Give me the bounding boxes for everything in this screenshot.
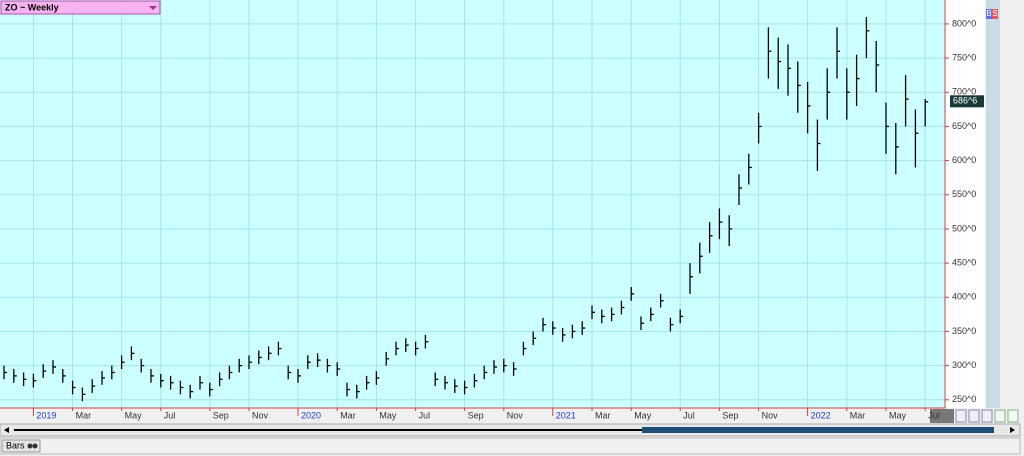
scroll-right[interactable] bbox=[1010, 427, 1015, 433]
tool-button[interactable] bbox=[968, 409, 980, 423]
x-tick-label: 2022 bbox=[811, 410, 831, 420]
axis-bg bbox=[945, 0, 985, 408]
x-tick-label: Mar bbox=[595, 410, 611, 420]
x-tick-label: Jul bbox=[928, 410, 940, 420]
buy-button[interactable] bbox=[986, 9, 992, 19]
tool-button[interactable] bbox=[981, 409, 993, 423]
last-price-box bbox=[950, 95, 984, 108]
scroll-end bbox=[930, 409, 954, 423]
y-tick-label: 450^0 bbox=[952, 257, 976, 267]
footer-bar bbox=[0, 437, 1021, 455]
x-tick-label: 2020 bbox=[301, 410, 321, 420]
scroll-left[interactable] bbox=[4, 427, 9, 433]
y-tick-label: 350^0 bbox=[952, 326, 976, 336]
y-tick-label: 600^0 bbox=[952, 155, 976, 165]
tab-icon bbox=[27, 443, 33, 449]
tool-button[interactable] bbox=[994, 409, 1006, 423]
tab-icon bbox=[32, 443, 38, 449]
tool-button[interactable] bbox=[955, 409, 967, 423]
y-tick-label: 550^0 bbox=[952, 189, 976, 199]
dropdown-arrow bbox=[149, 6, 157, 10]
x-tick-label: Nov bbox=[762, 410, 779, 420]
y-tick-label: 500^0 bbox=[952, 223, 976, 233]
y-tick-label: 650^0 bbox=[952, 121, 976, 131]
plot-bg bbox=[0, 0, 945, 408]
y-tick-label: 800^0 bbox=[952, 18, 976, 28]
y-tick-label: 700^0 bbox=[952, 87, 976, 97]
toolbar-buttons bbox=[955, 409, 1019, 423]
footer-label: Bars bbox=[6, 440, 25, 450]
symbol-selector[interactable] bbox=[0, 0, 161, 15]
x-tick-label: May bbox=[379, 410, 397, 420]
chart-title: ZO ~ Weekly bbox=[5, 2, 59, 12]
x-tick-label: Jul bbox=[419, 410, 431, 420]
x-tick-label: Jul bbox=[683, 410, 695, 420]
tool-button[interactable] bbox=[1007, 409, 1019, 423]
scroll-thumb[interactable] bbox=[642, 427, 994, 433]
side-strip bbox=[986, 0, 1000, 408]
y-tick-label: 250^0 bbox=[952, 394, 976, 404]
x-tick-label: 2021 bbox=[556, 410, 576, 420]
x-tick-label: Mar bbox=[850, 410, 866, 420]
x-tick-label: May bbox=[125, 410, 143, 420]
x-tick-label: Mar bbox=[340, 410, 356, 420]
y-tick-label: 750^0 bbox=[952, 52, 976, 62]
x-tick-label: 2019 bbox=[36, 410, 56, 420]
x-tick-label: May bbox=[889, 410, 907, 420]
x-tick-label: May bbox=[634, 410, 652, 420]
x-tick-label: Jul bbox=[164, 410, 176, 420]
x-tick-label: Sep bbox=[213, 410, 229, 420]
bars-tab[interactable] bbox=[1, 439, 41, 453]
y-tick-label: 400^0 bbox=[952, 292, 976, 302]
sell-label: S bbox=[992, 9, 997, 18]
buy-label: B bbox=[986, 9, 991, 18]
x-tick-label: Mar bbox=[76, 410, 92, 420]
y-tick-label: 300^0 bbox=[952, 360, 976, 370]
x-tick-label: Nov bbox=[252, 410, 269, 420]
sell-button[interactable] bbox=[992, 9, 998, 19]
x-tick-label: Nov bbox=[507, 410, 524, 420]
x-tick-label: Sep bbox=[468, 410, 484, 420]
last-price-label: 686^6 bbox=[953, 96, 977, 106]
x-tick-label: Sep bbox=[722, 410, 738, 420]
